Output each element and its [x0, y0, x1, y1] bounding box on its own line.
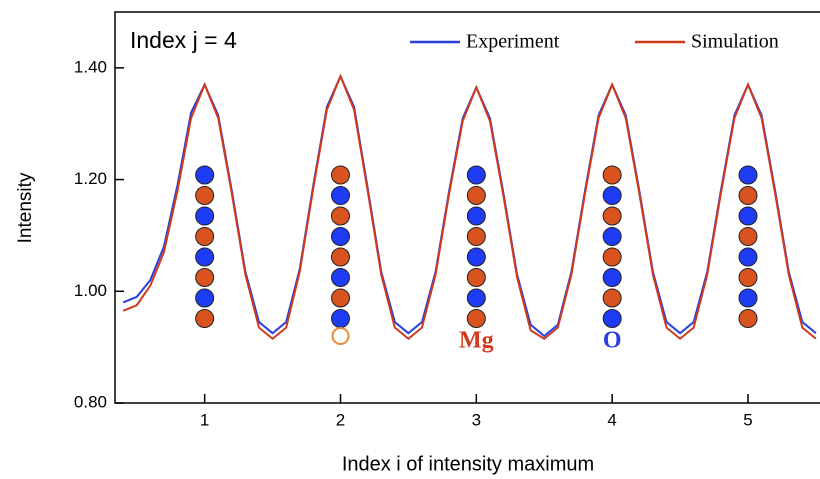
legend-label: Simulation	[691, 31, 779, 53]
atom	[602, 227, 622, 246]
atom	[330, 247, 350, 267]
atom	[466, 288, 486, 308]
y-axis-label: Intensity	[15, 172, 36, 243]
vacancy	[331, 327, 350, 345]
y-tick-label: 1.00	[74, 281, 107, 300]
y-tick-label: 1.20	[74, 169, 107, 188]
axes-frame	[114, 11, 820, 404]
atom	[195, 247, 215, 267]
atom	[602, 268, 622, 287]
atom	[738, 268, 758, 287]
atom	[195, 309, 215, 328]
atom	[330, 227, 350, 246]
y-tick-label: 0.80	[74, 392, 107, 411]
chart-title: Index j = 4	[130, 27, 237, 53]
legend-label: Experiment	[466, 31, 560, 53]
atom	[195, 186, 215, 205]
atom	[195, 288, 215, 308]
atom	[466, 186, 486, 205]
x-axis-label: Index i of intensity maximum	[342, 453, 594, 475]
atom	[738, 186, 758, 205]
atom	[602, 206, 622, 226]
atom	[195, 206, 215, 226]
atom	[195, 227, 215, 246]
x-tick-label: 3	[472, 410, 481, 429]
atom	[602, 288, 622, 308]
x-tick-label: 1	[200, 410, 209, 429]
atom	[738, 165, 758, 185]
atom	[466, 309, 486, 328]
atom	[602, 309, 622, 328]
atom	[330, 268, 350, 287]
atom	[466, 206, 486, 226]
atom	[466, 227, 486, 246]
atom	[195, 268, 215, 287]
atom	[330, 309, 350, 328]
atom	[602, 247, 622, 267]
annotation: Mg	[459, 328, 494, 354]
atom	[738, 309, 758, 328]
annotation: O	[603, 328, 622, 354]
atom	[738, 206, 758, 226]
atom	[466, 165, 486, 185]
atom	[330, 186, 350, 205]
atom	[738, 247, 758, 267]
atom	[602, 186, 622, 205]
x-tick-label: 5	[743, 410, 752, 429]
atom	[602, 165, 622, 185]
atom	[466, 268, 486, 287]
atom	[738, 288, 758, 308]
x-tick-label: 2	[336, 410, 345, 429]
y-tick-label: 1.40	[74, 57, 107, 76]
atom	[466, 247, 486, 267]
atom	[330, 288, 350, 308]
x-tick-label: 4	[607, 410, 616, 429]
atom	[738, 227, 758, 246]
series-line	[122, 73, 817, 341]
atom	[195, 165, 215, 185]
atom	[330, 206, 350, 226]
atom	[330, 165, 350, 185]
